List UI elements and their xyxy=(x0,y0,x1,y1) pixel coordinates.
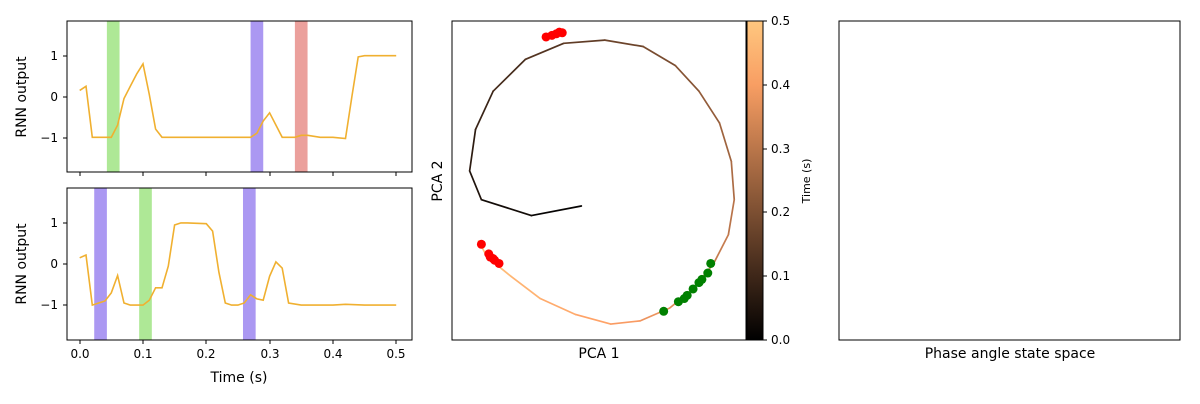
scatter-point-group-2 xyxy=(697,274,707,284)
scatter-point-group-2 xyxy=(706,258,716,268)
colorbar-frame xyxy=(746,20,764,341)
p2-band-2 xyxy=(242,188,256,340)
svg-text:−1: −1 xyxy=(40,131,58,145)
p2-series-line xyxy=(79,222,397,307)
p2-band-1 xyxy=(139,188,152,340)
trajectory-segment xyxy=(604,39,644,48)
rnn-output-bottom-panel: 1 0 −1 0.0 0.1 0.2 0.3 0.4 0.5 RNN outpu… xyxy=(14,187,413,386)
p3-scatter-points xyxy=(476,27,716,316)
svg-text:0: 0 xyxy=(50,257,58,271)
svg-text:1: 1 xyxy=(50,49,58,63)
trajectory-segment xyxy=(609,320,642,325)
p2-band-0 xyxy=(94,188,107,340)
trajectory-segment xyxy=(730,160,736,201)
svg-text:0.3: 0.3 xyxy=(771,142,790,156)
cb-tick-3: 0.3 xyxy=(763,142,790,156)
scatter-point-group-1 xyxy=(494,258,504,268)
trajectory-segment xyxy=(562,39,606,45)
svg-text:0.0: 0.0 xyxy=(70,347,89,361)
trajectory-segment xyxy=(474,90,495,131)
p2-ytick-0: 0 xyxy=(50,257,67,271)
cb-tick-1: 0.1 xyxy=(763,269,790,283)
svg-text:0.2: 0.2 xyxy=(196,347,215,361)
p4-xlabel: Phase angle state space xyxy=(925,346,1096,362)
scatter-point-group-2 xyxy=(682,290,692,300)
p1-series-line xyxy=(79,54,397,140)
scatter-point-group-2 xyxy=(703,268,713,278)
svg-text:0.5: 0.5 xyxy=(771,14,790,28)
trajectory-segment xyxy=(712,233,730,265)
svg-text:1: 1 xyxy=(50,216,58,230)
cb-tick-0: 0.0 xyxy=(763,333,790,347)
p1-band-1 xyxy=(250,21,264,172)
svg-text:0.5: 0.5 xyxy=(386,347,405,361)
scatter-point-group-0 xyxy=(557,28,567,38)
p2-ytick-1: 1 xyxy=(50,216,67,230)
scatter-point-group-2 xyxy=(659,306,669,316)
p2-xtick-2: 0.2 xyxy=(196,340,216,361)
trajectory-segment xyxy=(727,198,736,236)
colorbar: 0.0 0.1 0.2 0.3 0.4 0.5 Time (s) xyxy=(746,14,813,347)
p1-band-2 xyxy=(294,21,308,172)
p2-xtick-5: 0.5 xyxy=(386,340,406,361)
p1-xticks xyxy=(79,172,397,176)
trajectory-segment xyxy=(674,64,700,93)
p2-xtick-3: 0.3 xyxy=(260,340,280,361)
p3-xlabel: PCA 1 xyxy=(578,346,619,362)
p1-ytick-0: 0 xyxy=(50,90,67,104)
scatter-point-group-1 xyxy=(476,239,486,249)
trajectory-segment xyxy=(718,122,733,163)
trajectory-segment xyxy=(524,42,565,61)
p1-band-0 xyxy=(106,21,120,172)
trajectory-segment xyxy=(509,275,542,300)
svg-text:0: 0 xyxy=(50,90,58,104)
p2-bands xyxy=(94,188,256,340)
p3-trajectory xyxy=(468,39,736,325)
phase-angle-panel: Phase angle state space xyxy=(838,20,1181,362)
scatter-point-group-2 xyxy=(688,284,698,294)
p3-frame xyxy=(451,20,747,341)
svg-text:0.0: 0.0 xyxy=(771,333,790,347)
p2-xlabel: Time (s) xyxy=(210,370,268,386)
cb-tick-2: 0.2 xyxy=(763,205,790,219)
svg-text:0.2: 0.2 xyxy=(771,205,790,219)
trajectory-segment xyxy=(574,313,612,325)
p1-ylabel: RNN output xyxy=(14,56,30,138)
pca-trajectory-panel: PCA 1 PCA 2 xyxy=(430,20,747,362)
colorbar-gradient xyxy=(747,21,763,340)
svg-text:0.1: 0.1 xyxy=(133,347,152,361)
trajectory-segment xyxy=(642,45,677,67)
rnn-output-top-panel: 1 0 −1 RNN output xyxy=(14,20,413,176)
svg-text:0.4: 0.4 xyxy=(771,78,790,92)
cb-tick-4: 0.4 xyxy=(763,78,790,92)
trajectory-segment xyxy=(468,128,477,172)
p2-xtick-0: 0.0 xyxy=(70,340,90,361)
p2-ytick-neg1: −1 xyxy=(40,298,67,312)
svg-text:0.3: 0.3 xyxy=(260,347,279,361)
svg-text:0.1: 0.1 xyxy=(771,269,790,283)
svg-text:−1: −1 xyxy=(40,298,58,312)
p2-ylabel: RNN output xyxy=(14,223,30,305)
cb-tick-5: 0.5 xyxy=(763,14,790,28)
p1-ytick-neg1: −1 xyxy=(40,131,67,145)
p2-frame xyxy=(66,187,413,341)
trajectory-segment xyxy=(492,58,527,93)
p1-ytick-1: 1 xyxy=(50,49,67,63)
trajectory-segment xyxy=(530,205,583,217)
p4-frame xyxy=(838,20,1181,341)
trajectory-segment xyxy=(468,170,483,201)
p2-xtick-1: 0.1 xyxy=(133,340,153,361)
svg-text:0.4: 0.4 xyxy=(323,347,342,361)
trajectory-segment xyxy=(539,297,577,316)
colorbar-label: Time (s) xyxy=(800,159,813,205)
p3-ylabel: PCA 2 xyxy=(430,160,446,201)
p1-bands xyxy=(106,21,308,172)
trajectory-segment xyxy=(698,90,721,124)
p2-xtick-4: 0.4 xyxy=(323,340,343,361)
trajectory-segment xyxy=(480,198,533,217)
